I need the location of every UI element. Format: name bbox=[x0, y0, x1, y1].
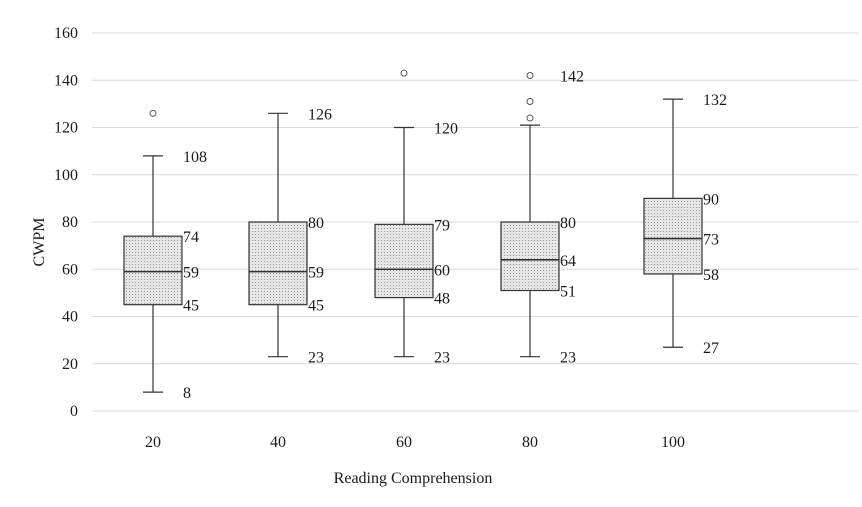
y-tick-label: 60 bbox=[62, 261, 78, 278]
y-tick-label: 140 bbox=[54, 72, 78, 89]
data-label: 142 bbox=[560, 69, 584, 86]
y-tick-label: 20 bbox=[62, 356, 78, 373]
x-tick-label: 100 bbox=[661, 434, 685, 451]
y-tick-label: 100 bbox=[54, 167, 78, 184]
data-label: 73 bbox=[703, 232, 719, 249]
outlier-point bbox=[400, 69, 408, 77]
data-label: 108 bbox=[183, 149, 207, 166]
data-label: 80 bbox=[308, 215, 324, 232]
iqr-box bbox=[500, 221, 560, 292]
boxes-layer bbox=[123, 69, 703, 393]
x-tick-label: 60 bbox=[396, 434, 412, 451]
x-tick-label: 80 bbox=[522, 434, 538, 451]
data-label: 60 bbox=[434, 262, 450, 279]
y-axis-title: CWPM bbox=[31, 218, 48, 267]
ticks-layer: 0 20 40 60 80 100 120 140 160 20 40 60 80 100 bbox=[54, 25, 685, 451]
x-axis-title: Reading Comprehension bbox=[334, 470, 493, 487]
data-label: 126 bbox=[308, 106, 332, 123]
data-label: 58 bbox=[703, 267, 719, 284]
outlier-point bbox=[149, 109, 157, 117]
outlier-point bbox=[526, 72, 534, 80]
y-tick-label: 120 bbox=[54, 120, 78, 137]
y-tick-label: 0 bbox=[70, 403, 78, 420]
y-tick-label: 80 bbox=[62, 214, 78, 231]
data-label: 64 bbox=[560, 253, 576, 270]
data-label: 8 bbox=[183, 385, 191, 402]
data-label: 23 bbox=[560, 350, 576, 367]
y-tick-label: 40 bbox=[62, 309, 78, 326]
data-label: 59 bbox=[308, 265, 324, 282]
data-label: 80 bbox=[560, 215, 576, 232]
data-label: 23 bbox=[434, 350, 450, 367]
data-label: 48 bbox=[434, 291, 450, 308]
grid-layer bbox=[92, 32, 858, 412]
box-80 bbox=[500, 72, 560, 358]
box-60 bbox=[374, 69, 434, 358]
outlier-point bbox=[526, 98, 534, 106]
iqr-box bbox=[248, 221, 308, 306]
data-label: 45 bbox=[308, 298, 324, 315]
box-40 bbox=[248, 112, 308, 358]
x-tick-label: 20 bbox=[145, 434, 161, 451]
data-label: 74 bbox=[183, 229, 199, 246]
labels-layer: 108 74 59 45 8 126 80 59 45 23 120 79 60 48 23 142 80 64 5… bbox=[183, 69, 727, 403]
iqr-box bbox=[643, 197, 703, 275]
iqr-box bbox=[123, 235, 183, 306]
data-label: 90 bbox=[703, 191, 719, 208]
data-label: 59 bbox=[183, 265, 199, 282]
data-label: 120 bbox=[434, 121, 458, 138]
box-20 bbox=[123, 109, 183, 393]
x-tick-label: 40 bbox=[270, 434, 286, 451]
data-label: 23 bbox=[308, 350, 324, 367]
iqr-box bbox=[374, 223, 434, 299]
outlier-point bbox=[526, 114, 534, 122]
box-100 bbox=[643, 98, 703, 348]
data-label: 45 bbox=[183, 298, 199, 315]
data-label: 79 bbox=[434, 217, 450, 234]
data-label: 27 bbox=[703, 340, 719, 357]
data-label: 132 bbox=[703, 92, 727, 109]
data-label: 51 bbox=[560, 284, 576, 301]
y-tick-label: 160 bbox=[54, 25, 78, 42]
